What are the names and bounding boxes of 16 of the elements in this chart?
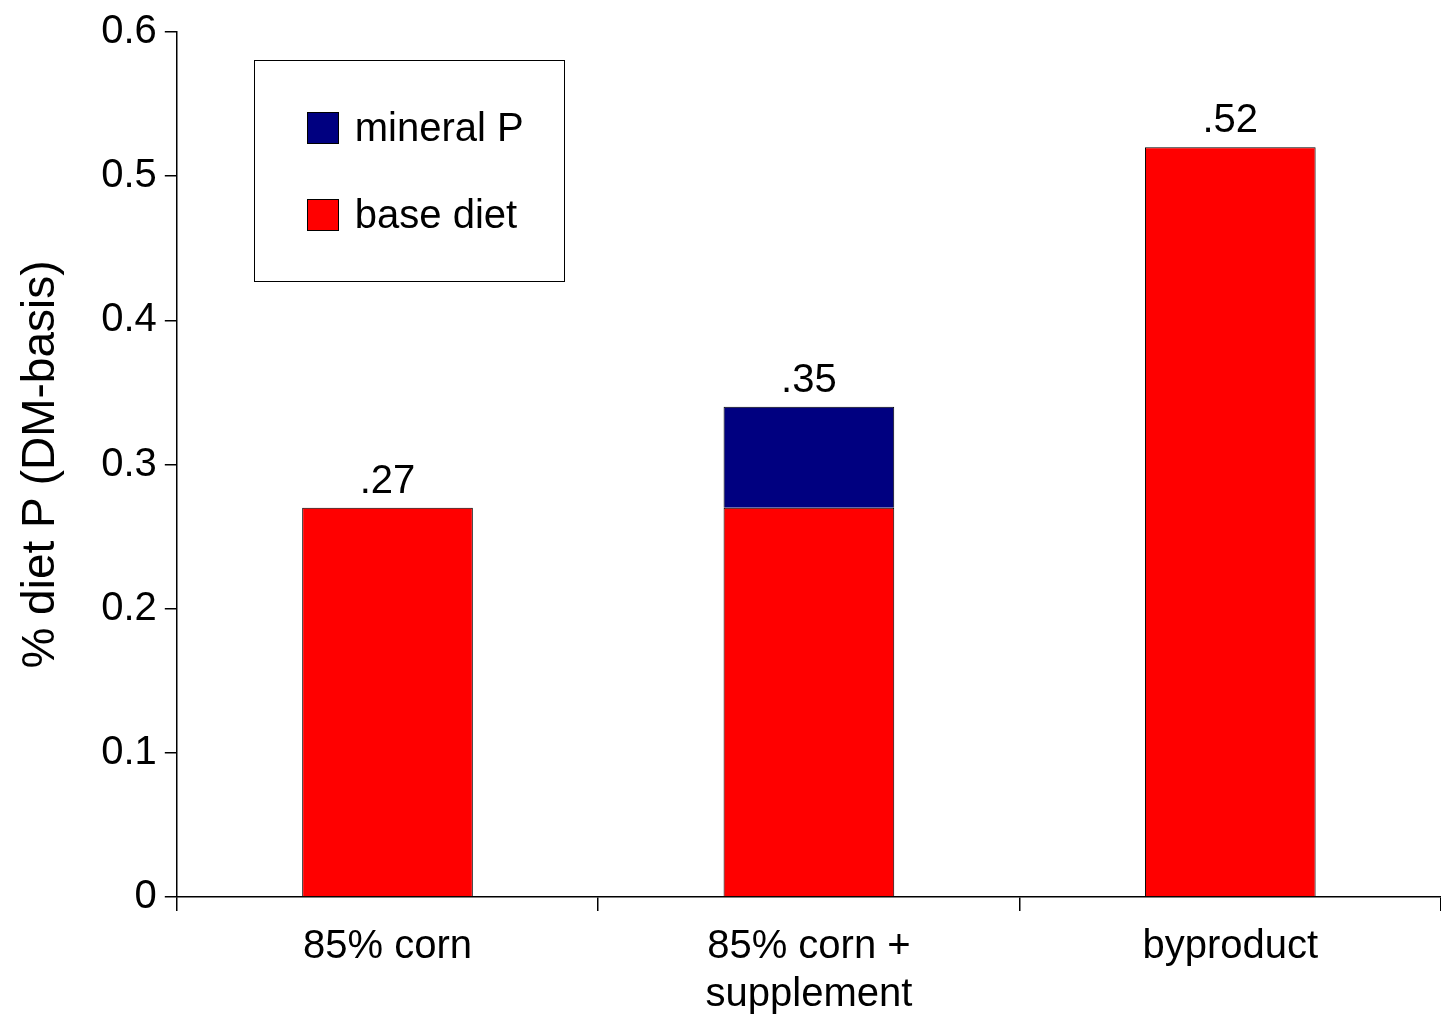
x-tick-label: 85% corn + supplement (705, 922, 913, 1015)
y-tick-label: 0.2 (101, 583, 157, 628)
legend-label: mineral P (354, 105, 524, 150)
y-tick-label: 0.4 (101, 295, 157, 340)
y-tick-label: 0.5 (101, 151, 157, 196)
y-tick-label: 0 (134, 872, 157, 917)
legend-label: base diet (354, 192, 518, 237)
y-axis-title: % diet P (DM-basis) (12, 260, 65, 669)
y-tick-label: 0.6 (101, 7, 157, 52)
total-label: .27 (359, 456, 416, 501)
x-tick-label: byproduct (1142, 922, 1319, 967)
x-tick-label: 85% corn (303, 922, 472, 967)
y-tick-label: 0.3 (101, 439, 157, 484)
y-tick-label: 0.1 (101, 727, 157, 772)
total-label: .35 (781, 355, 837, 400)
total-label: .52 (1202, 96, 1259, 141)
